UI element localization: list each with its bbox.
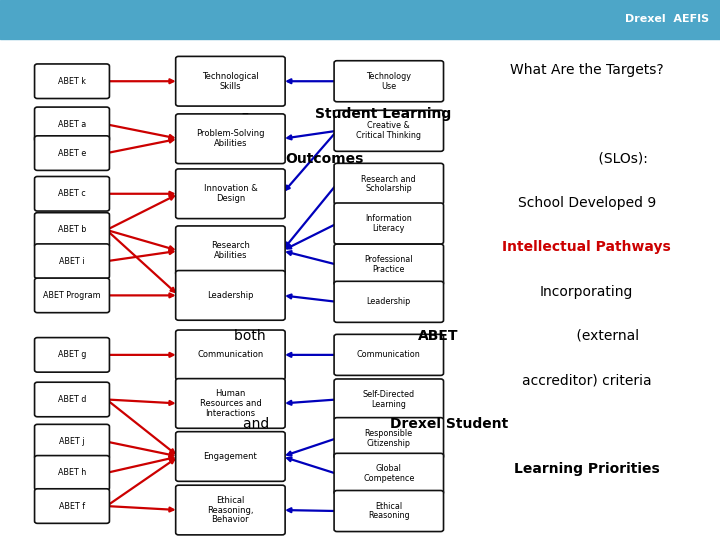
FancyBboxPatch shape: [35, 489, 109, 523]
FancyBboxPatch shape: [35, 338, 109, 372]
Text: Creative &
Critical Thinking: Creative & Critical Thinking: [356, 122, 421, 140]
Text: ABET g: ABET g: [58, 350, 86, 360]
FancyBboxPatch shape: [35, 424, 109, 459]
Text: Leadership: Leadership: [207, 291, 253, 300]
Bar: [0, 0, 720, 39]
FancyBboxPatch shape: [176, 226, 285, 275]
Text: (SLOs):: (SLOs):: [594, 152, 648, 166]
FancyBboxPatch shape: [334, 244, 444, 285]
Text: ABET Program: ABET Program: [43, 291, 101, 300]
Text: ABET h: ABET h: [58, 468, 86, 477]
FancyBboxPatch shape: [334, 379, 444, 420]
FancyBboxPatch shape: [176, 330, 285, 380]
Text: ABET a: ABET a: [58, 120, 86, 129]
Text: (external: (external: [572, 329, 639, 343]
Text: Innovation &
Design: Innovation & Design: [204, 185, 257, 203]
FancyBboxPatch shape: [35, 456, 109, 490]
FancyBboxPatch shape: [334, 163, 444, 204]
Text: Responsible
Citizenship: Responsible Citizenship: [365, 429, 413, 448]
FancyBboxPatch shape: [35, 278, 109, 313]
Text: Communication: Communication: [357, 350, 420, 360]
Text: Drexel  AEFIS: Drexel AEFIS: [625, 15, 709, 24]
Text: ABET d: ABET d: [58, 395, 86, 404]
FancyBboxPatch shape: [176, 114, 285, 164]
FancyBboxPatch shape: [334, 417, 444, 458]
FancyBboxPatch shape: [176, 169, 285, 219]
Text: Outcomes: Outcomes: [286, 152, 364, 166]
Text: School Developed 9: School Developed 9: [518, 196, 656, 210]
Text: ABET k: ABET k: [58, 77, 86, 86]
FancyBboxPatch shape: [35, 244, 109, 279]
Text: Leadership: Leadership: [366, 298, 411, 306]
FancyBboxPatch shape: [35, 382, 109, 417]
Text: ABET: ABET: [418, 329, 459, 343]
FancyBboxPatch shape: [334, 60, 444, 102]
Text: Ethical
Reasoning,
Behavior: Ethical Reasoning, Behavior: [207, 496, 253, 524]
FancyBboxPatch shape: [35, 213, 109, 247]
FancyBboxPatch shape: [334, 453, 444, 494]
Text: Technology
Use: Technology Use: [366, 72, 411, 91]
FancyBboxPatch shape: [334, 334, 444, 375]
FancyBboxPatch shape: [334, 281, 444, 322]
Text: Problem-Solving
Abilities: Problem-Solving Abilities: [196, 130, 265, 148]
FancyBboxPatch shape: [334, 203, 444, 244]
FancyBboxPatch shape: [176, 271, 285, 320]
Text: Research and
Scholarship: Research and Scholarship: [361, 174, 416, 193]
FancyBboxPatch shape: [176, 431, 285, 481]
FancyBboxPatch shape: [176, 56, 285, 106]
FancyBboxPatch shape: [176, 485, 285, 535]
Text: ABET e: ABET e: [58, 148, 86, 158]
Text: Incorporating: Incorporating: [540, 285, 634, 299]
Text: Learning Priorities: Learning Priorities: [514, 462, 660, 476]
Text: Professional
Practice: Professional Practice: [364, 255, 413, 274]
Text: Engagement: Engagement: [204, 452, 257, 461]
Text: both: both: [234, 329, 270, 343]
Text: ABET b: ABET b: [58, 226, 86, 234]
FancyBboxPatch shape: [334, 110, 444, 151]
FancyBboxPatch shape: [35, 64, 109, 98]
Text: –: –: [242, 107, 253, 122]
Text: Ethical
Reasoning: Ethical Reasoning: [368, 502, 410, 521]
Text: Communication: Communication: [197, 350, 264, 360]
Text: ABET j: ABET j: [59, 437, 85, 446]
Text: Drexel Student: Drexel Student: [390, 417, 508, 431]
Text: Global
Competence: Global Competence: [363, 464, 415, 483]
Text: Intellectual Pathways: Intellectual Pathways: [503, 240, 671, 254]
FancyBboxPatch shape: [176, 379, 285, 428]
Text: Self-Directed
Learning: Self-Directed Learning: [363, 390, 415, 409]
FancyBboxPatch shape: [334, 490, 444, 531]
Text: accreditor) criteria: accreditor) criteria: [522, 373, 652, 387]
Text: Technological
Skills: Technological Skills: [202, 72, 258, 91]
FancyBboxPatch shape: [35, 107, 109, 141]
FancyBboxPatch shape: [35, 136, 109, 171]
Text: ABET c: ABET c: [58, 189, 86, 198]
Text: Information
Literacy: Information Literacy: [366, 214, 412, 233]
FancyBboxPatch shape: [35, 177, 109, 211]
Text: ABET f: ABET f: [59, 502, 85, 510]
Text: What Are the Targets?: What Are the Targets?: [510, 63, 664, 77]
Text: Student Learning: Student Learning: [315, 107, 451, 122]
Text: Human
Resources and
Interactions: Human Resources and Interactions: [199, 389, 261, 417]
Text: ABET i: ABET i: [59, 256, 85, 266]
Text: Research
Abilities: Research Abilities: [211, 241, 250, 260]
Text: and: and: [243, 417, 274, 431]
